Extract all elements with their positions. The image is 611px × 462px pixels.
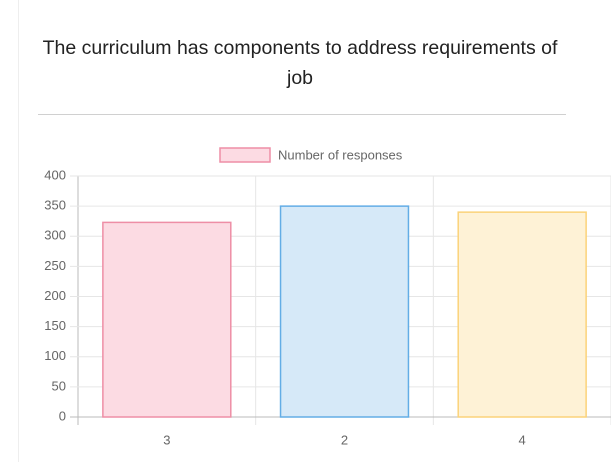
chart-title: The curriculum has components to address… [42,37,558,89]
y-tick-label: 350 [44,198,66,213]
legend-label: Number of responses [278,147,403,162]
y-tick-label: 250 [44,258,66,273]
y-tick-label: 200 [44,288,66,303]
y-tick-label: 400 [44,167,66,182]
card-edge [18,0,19,462]
y-tick-label: 50 [52,378,66,393]
divider [38,114,566,115]
bar [279,205,410,418]
bar [102,221,232,418]
legend-swatch [219,147,271,163]
y-tick-label: 150 [44,318,66,333]
bar [457,211,587,418]
x-tick-label: 3 [163,432,170,447]
y-tick-label: 100 [44,348,66,363]
y-tick-label: 0 [59,408,66,423]
y-tick-label: 300 [44,228,66,243]
x-tick-label: 2 [341,432,348,447]
x-tick-label: 4 [519,432,526,447]
